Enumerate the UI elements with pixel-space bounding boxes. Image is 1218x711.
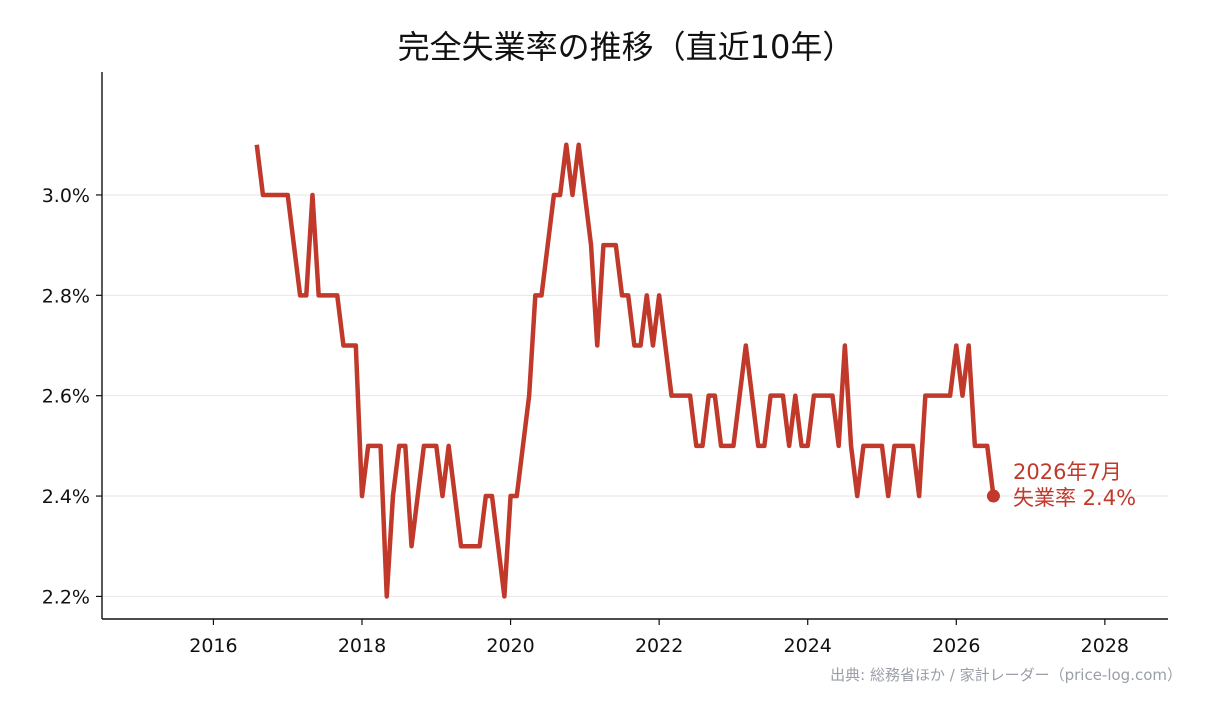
y-tick-label: 2.8%: [42, 285, 90, 307]
x-tick-label: 2028: [1081, 635, 1129, 657]
x-tick-label: 2018: [338, 635, 386, 657]
series-layer: [254, 142, 1000, 599]
x-tick-label: 2022: [635, 635, 683, 657]
x-axis-ticks: 2016 2018 2020 2022 2024 2026 2028: [189, 619, 1129, 657]
source-note: 出典: 総務省ほか / 家計レーダー（price-log.com）: [830, 666, 1182, 684]
annotation-value: 失業率 2.4%: [1013, 486, 1136, 510]
y-tick-label: 2.2%: [42, 586, 90, 608]
gridlines: [102, 194, 1168, 597]
series-line: [254, 142, 996, 599]
last-point-marker: [986, 489, 1000, 503]
y-tick-label: 2.6%: [42, 386, 90, 408]
y-tick-label: 2.4%: [42, 486, 90, 508]
annotation-date: 2026年7月: [1013, 460, 1122, 484]
y-axis-ticks: 2.2% 2.4% 2.6% 2.8% 3.0%: [42, 185, 102, 608]
annotation: 2026年7月 失業率 2.4%: [1013, 460, 1136, 510]
axes: [101, 72, 1168, 620]
x-tick-label: 2016: [189, 635, 237, 657]
chart-title: 完全失業率の推移（直近10年）: [398, 28, 855, 66]
y-tick-label: 3.0%: [42, 185, 90, 207]
x-tick-label: 2026: [932, 635, 980, 657]
x-tick-label: 2020: [486, 635, 534, 657]
x-tick-label: 2024: [784, 635, 832, 657]
